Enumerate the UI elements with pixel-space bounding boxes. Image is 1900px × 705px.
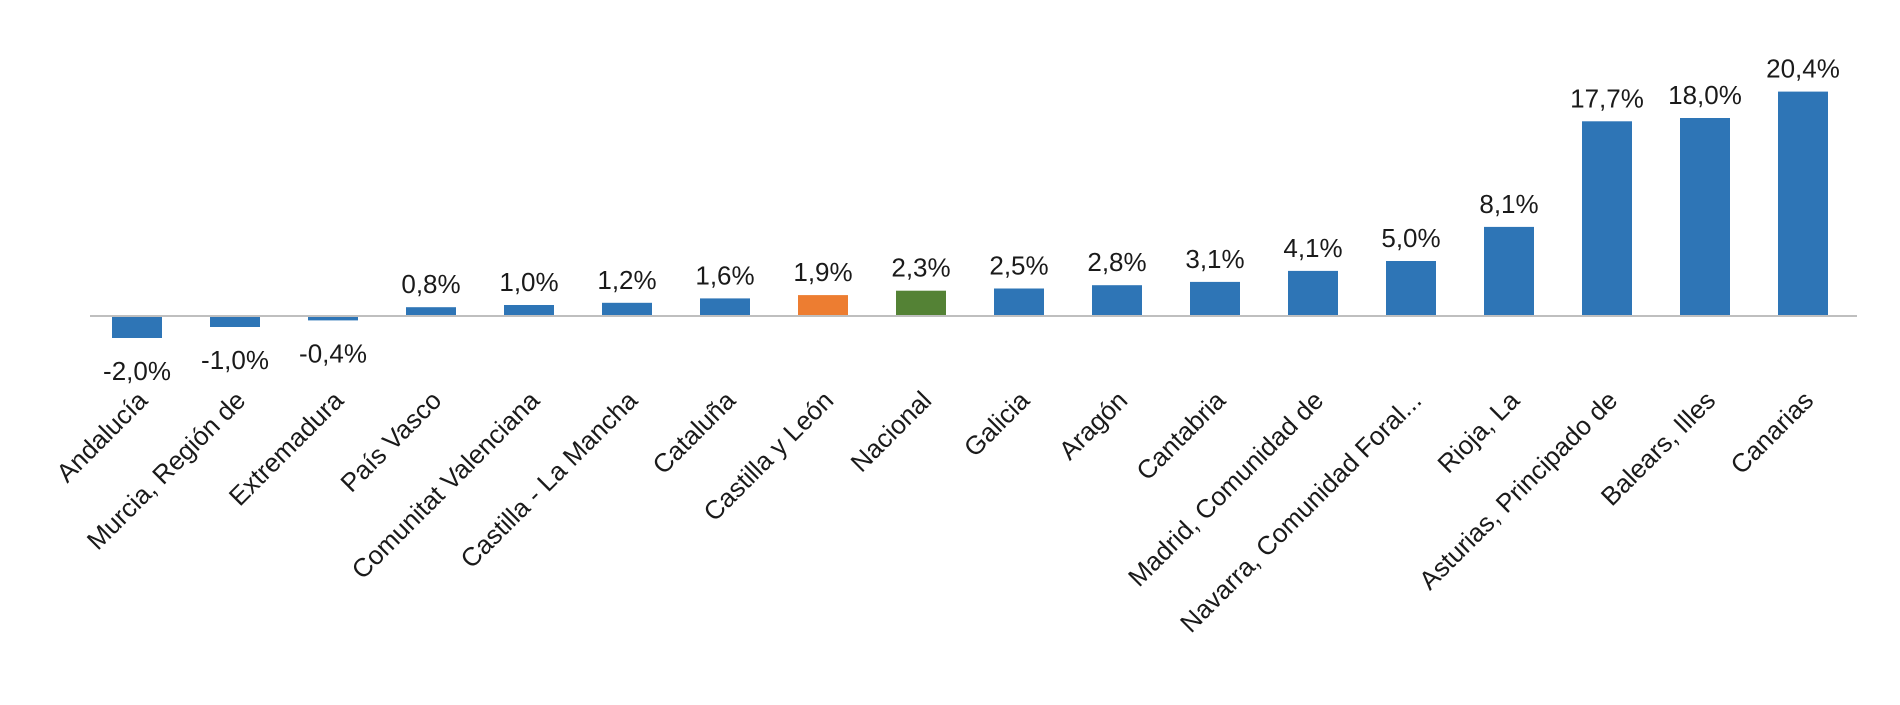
category-label-canarias: Canarias [1724, 385, 1819, 480]
data-label-comunitat-valenciana: 1,0% [499, 267, 558, 297]
data-label-nacional: 2,3% [891, 253, 950, 283]
data-label-castilla-la-mancha: 1,2% [597, 265, 656, 295]
data-label-aragon: 2,8% [1087, 247, 1146, 277]
category-label-cantabria: Cantabria [1130, 385, 1231, 486]
data-label-andalucia: -2,0% [103, 356, 171, 386]
bar-castilla-y-leon [798, 295, 848, 316]
data-label-canarias: 20,4% [1766, 54, 1840, 84]
bars-group [112, 91, 1828, 338]
data-label-balears-illes: 18,0% [1668, 80, 1742, 110]
data-label-pais-vasco: 0,8% [401, 269, 460, 299]
data-label-murcia-region-de: -1,0% [201, 345, 269, 375]
category-label-nacional: Nacional [844, 385, 937, 478]
bar-rioja-la [1484, 226, 1534, 316]
category-label-madrid-comunidad-de: Madrid, Comunidad de [1122, 385, 1329, 592]
category-label-comunitat-valenciana: Comunitat Valenciana [346, 385, 546, 585]
bar-murcia-region-de [210, 316, 260, 327]
bar-cataluna [700, 298, 750, 316]
category-label-rioja-la: Rioja, La [1431, 385, 1525, 479]
bar-madrid-comunidad-de [1288, 270, 1338, 316]
category-label-castilla-la-mancha: Castilla - La Mancha [454, 385, 643, 574]
bar-comunitat-valenciana [504, 305, 554, 316]
category-label-andalucia: Andalucía [50, 385, 153, 488]
data-label-rioja-la: 8,1% [1479, 189, 1538, 219]
bar-castilla-la-mancha [602, 302, 652, 316]
category-label-cataluna: Cataluña [646, 385, 741, 480]
data-labels-group: -2,0% -1,0% -0,4% 0,8% 1,0% 1,2% 1,6% 1,9% 2,3% 2… [103, 54, 1840, 386]
category-label-asturias-principado-de: Asturias, Principado de [1413, 385, 1623, 595]
bar-pais-vasco [406, 307, 456, 316]
data-label-navarra-comunidad-foral: 5,0% [1381, 223, 1440, 253]
data-label-cantabria: 3,1% [1185, 244, 1244, 274]
data-label-extremadura: -0,4% [299, 338, 367, 368]
data-label-asturias-principado-de: 17,7% [1570, 83, 1644, 113]
data-label-galicia: 2,5% [989, 251, 1048, 281]
bar-nacional [896, 290, 946, 316]
bar-navarra-comunidad-foral [1386, 261, 1436, 316]
bar-balears-illes [1680, 118, 1730, 316]
bar-asturias-principado-de [1582, 121, 1632, 316]
category-label-galicia: Galicia [958, 385, 1036, 463]
bar-galicia [994, 288, 1044, 316]
data-label-madrid-comunidad-de: 4,1% [1283, 233, 1342, 263]
bar-aragon [1092, 285, 1142, 316]
bar-andalucia [112, 316, 162, 338]
bar-extremadura [308, 316, 358, 321]
data-label-castilla-y-leon: 1,9% [793, 257, 852, 287]
category-label-aragon: Aragón [1053, 385, 1133, 465]
bar-cantabria [1190, 281, 1240, 316]
bar-canarias [1778, 91, 1828, 316]
data-label-cataluna: 1,6% [695, 260, 754, 290]
